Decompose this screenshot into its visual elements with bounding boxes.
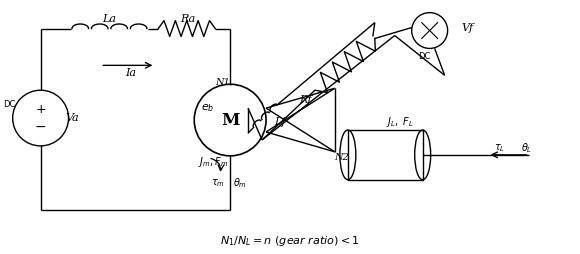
Text: N1: N1 — [215, 78, 230, 87]
Text: DC: DC — [419, 52, 431, 61]
Text: $J_m, F_m$: $J_m, F_m$ — [198, 155, 229, 169]
Text: Va: Va — [66, 113, 79, 123]
Text: Vf: Vf — [462, 23, 474, 33]
Text: N2: N2 — [335, 153, 349, 162]
Text: $N_1/N_L = n\ (gear\ ratio) < 1$: $N_1/N_L = n\ (gear\ ratio) < 1$ — [220, 234, 360, 248]
Text: Rf: Rf — [299, 95, 311, 105]
Text: Lf: Lf — [274, 117, 286, 127]
Text: Ra: Ra — [180, 14, 196, 24]
Text: M: M — [221, 112, 240, 129]
Text: $\theta_m$: $\theta_m$ — [233, 176, 247, 189]
Text: $\tau_m$: $\tau_m$ — [211, 177, 225, 188]
Text: $\tau_L$: $\tau_L$ — [494, 142, 505, 154]
Text: La: La — [103, 14, 117, 24]
Text: −: − — [35, 120, 46, 134]
Text: $e_b$: $e_b$ — [201, 102, 214, 114]
Text: DC: DC — [3, 100, 16, 109]
Text: Ia: Ia — [125, 68, 136, 78]
Text: $\theta_L$: $\theta_L$ — [521, 141, 532, 155]
Text: $J_L,\ F_L$: $J_L,\ F_L$ — [386, 115, 414, 129]
Bar — [348, 130, 423, 180]
Text: +: + — [35, 103, 46, 116]
